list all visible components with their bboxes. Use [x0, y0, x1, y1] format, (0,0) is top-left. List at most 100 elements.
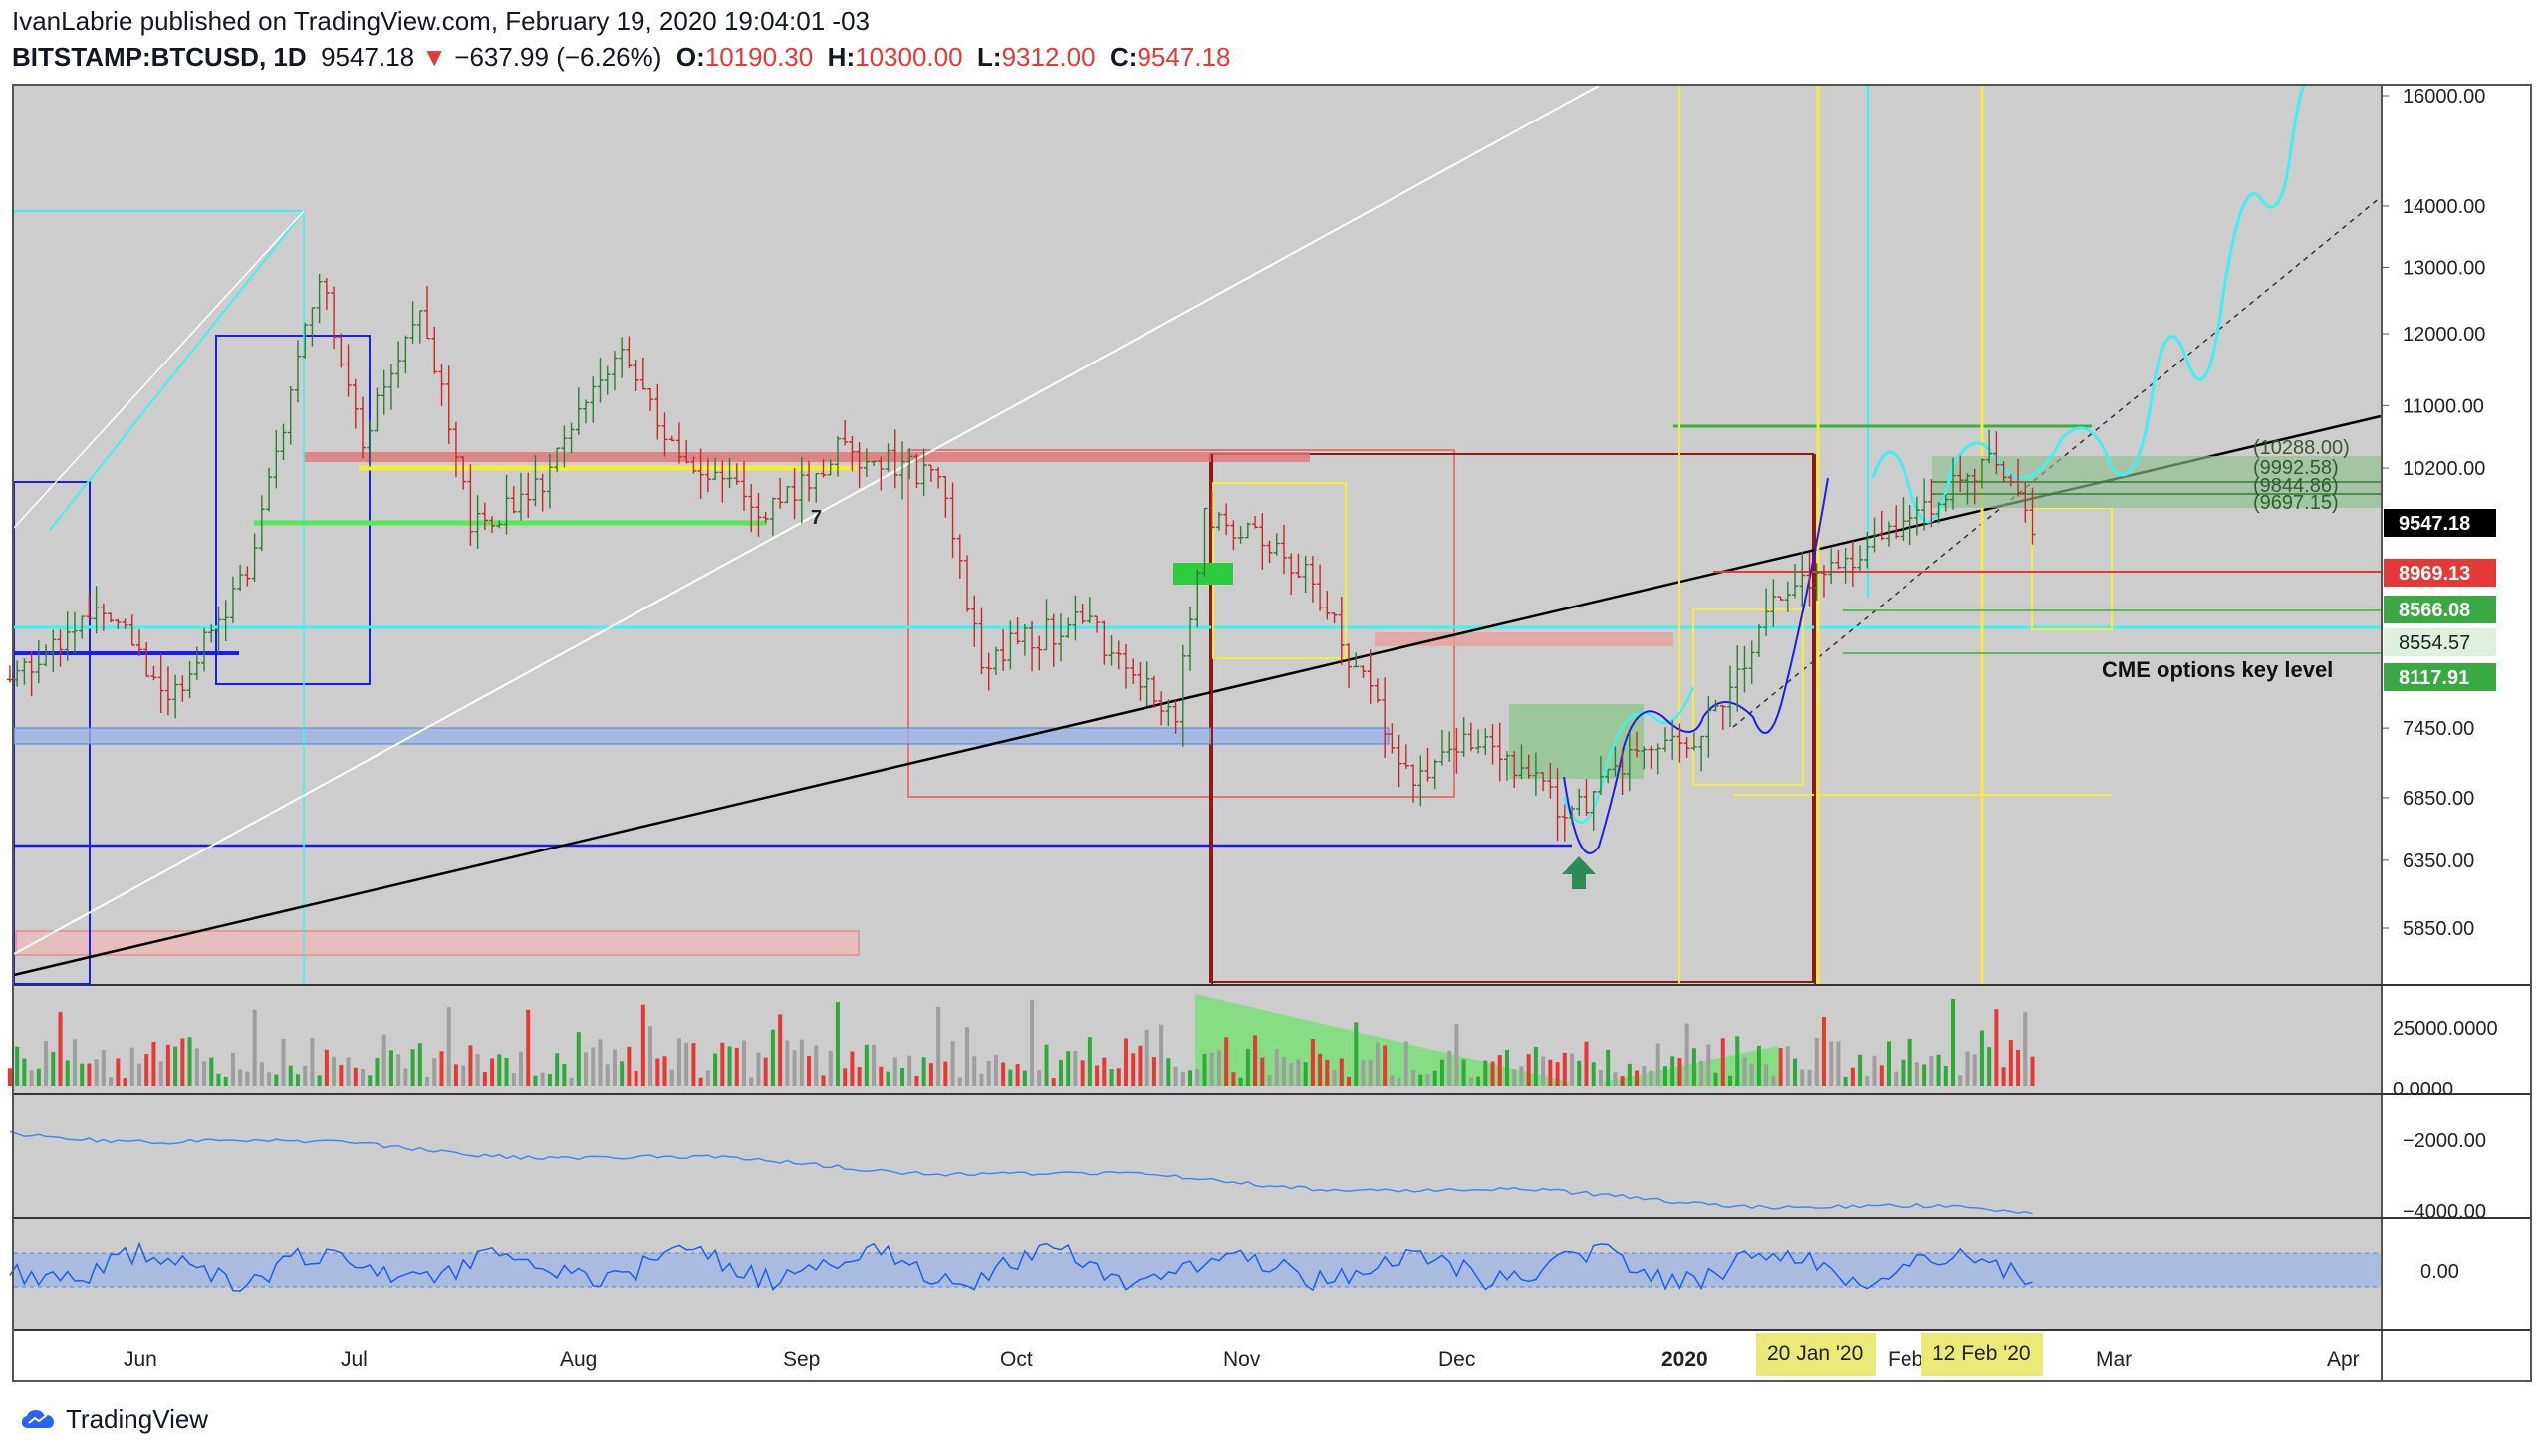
- volume-bar: [1425, 1074, 1430, 1086]
- volume-bar: [1375, 1042, 1380, 1086]
- candle: [474, 495, 481, 549]
- candle: [1942, 494, 1949, 512]
- volume-bar: [396, 1054, 401, 1086]
- volume-bar: [1548, 1059, 1553, 1086]
- candle: [1698, 735, 1705, 772]
- volume-bar: [1936, 1054, 1941, 1086]
- volume-bar: [1771, 1076, 1776, 1086]
- volume-bar: [1577, 1060, 1582, 1086]
- candle: [575, 387, 582, 435]
- volume-bar: [1051, 1077, 1056, 1086]
- volume-bar: [1209, 1052, 1214, 1086]
- candle: [1453, 728, 1460, 774]
- volume-bar: [1195, 1068, 1200, 1086]
- blue-box: [215, 335, 371, 685]
- candle: [690, 456, 697, 474]
- volume-bar: [828, 1050, 833, 1086]
- volume-bar: [7, 1068, 12, 1086]
- volume-bar: [259, 1062, 264, 1086]
- candle: [733, 463, 740, 485]
- candle: [1913, 496, 1920, 536]
- volume-bar: [1044, 1044, 1049, 1086]
- candle: [1540, 772, 1547, 792]
- volume-bar: [252, 1009, 257, 1086]
- candle: [661, 412, 668, 457]
- candle: [57, 629, 64, 667]
- candle: [554, 447, 561, 473]
- candle: [1123, 643, 1129, 689]
- candle: [1928, 478, 1935, 528]
- chart-area[interactable]: 7 16000.00 14000.00 13000.00 12000.00 11000.…: [0, 0, 2542, 1394]
- volume-bar: [1914, 1062, 1919, 1086]
- volume-bar: [1296, 1059, 1301, 1086]
- volume-bar: [1598, 1069, 1603, 1086]
- candle: [1806, 551, 1813, 607]
- volume-bar: [80, 1063, 85, 1086]
- volume-bar: [1994, 1009, 1999, 1086]
- candle: [719, 460, 726, 503]
- candle: [157, 653, 164, 714]
- svg-text:9547.18: 9547.18: [2399, 513, 2470, 535]
- volume-bar: [1095, 1065, 1100, 1086]
- volume-bar: [310, 1038, 315, 1086]
- time-label: 2020: [1661, 1348, 1708, 1371]
- volume-bar: [173, 1046, 178, 1086]
- candle: [626, 336, 633, 368]
- candle: [806, 460, 813, 502]
- volume-bar: [1354, 1022, 1359, 1086]
- down-arrow-icon: ▼: [421, 42, 448, 72]
- volume-bar: [295, 1074, 300, 1086]
- candle: [583, 399, 590, 424]
- open-label: O:: [675, 42, 705, 72]
- volume-bar: [1570, 1053, 1575, 1086]
- candle: [1244, 522, 1251, 539]
- volume-bar: [1894, 1071, 1899, 1086]
- candle: [927, 464, 934, 482]
- candle: [71, 611, 78, 654]
- candle: [43, 644, 50, 667]
- volume-bar: [1151, 1057, 1156, 1086]
- volume-bar: [1037, 1070, 1042, 1086]
- volume-bar: [1620, 1076, 1625, 1086]
- candle: [704, 458, 711, 493]
- candle: [1547, 762, 1554, 799]
- time-highlight-label: 20 Jan '20: [1767, 1342, 1863, 1365]
- red-band: [304, 452, 1310, 462]
- price-tick-label: 16000.00: [2403, 86, 2485, 108]
- volume-bar: [94, 1059, 99, 1086]
- candle: [2015, 458, 2022, 497]
- volume-bar: [137, 1063, 141, 1086]
- candle: [273, 430, 280, 489]
- volume-wedge: [1195, 994, 1569, 1086]
- volume-bar: [1253, 1035, 1258, 1086]
- time-highlight: [1921, 1333, 2043, 1376]
- candle: [1799, 551, 1806, 607]
- price-tick-label: 5850.00: [2403, 918, 2474, 940]
- candle: [1734, 645, 1741, 712]
- volume-bar: [1267, 1075, 1272, 1086]
- volume-bar: [22, 1058, 27, 1086]
- up-arrow-icon: [1562, 856, 1596, 889]
- volume-bar: [1807, 1069, 1812, 1086]
- volume-bar: [627, 1046, 632, 1086]
- price-label-8566: 8566.08: [2384, 596, 2496, 623]
- candle: [985, 652, 992, 691]
- volume-bar: [346, 1057, 351, 1086]
- volume-bar: [1756, 1045, 1761, 1086]
- candle: [309, 307, 316, 347]
- candle: [108, 612, 115, 623]
- volume-bar: [713, 1053, 718, 1086]
- candle: [1223, 503, 1230, 536]
- candle: [1935, 502, 1942, 524]
- volume-bar: [72, 1039, 77, 1086]
- candle: [1137, 661, 1144, 701]
- candle: [568, 422, 575, 454]
- candle: [1280, 524, 1287, 575]
- volume-bar: [1533, 1047, 1538, 1086]
- volume-bar: [1030, 999, 1035, 1086]
- volume-axis-tick: 25000.0000: [2393, 1018, 2498, 1040]
- candle: [21, 658, 28, 685]
- volume-bar: [705, 1070, 710, 1086]
- volume-bar: [1504, 1049, 1509, 1086]
- footer[interactable]: TradingView: [20, 1404, 208, 1435]
